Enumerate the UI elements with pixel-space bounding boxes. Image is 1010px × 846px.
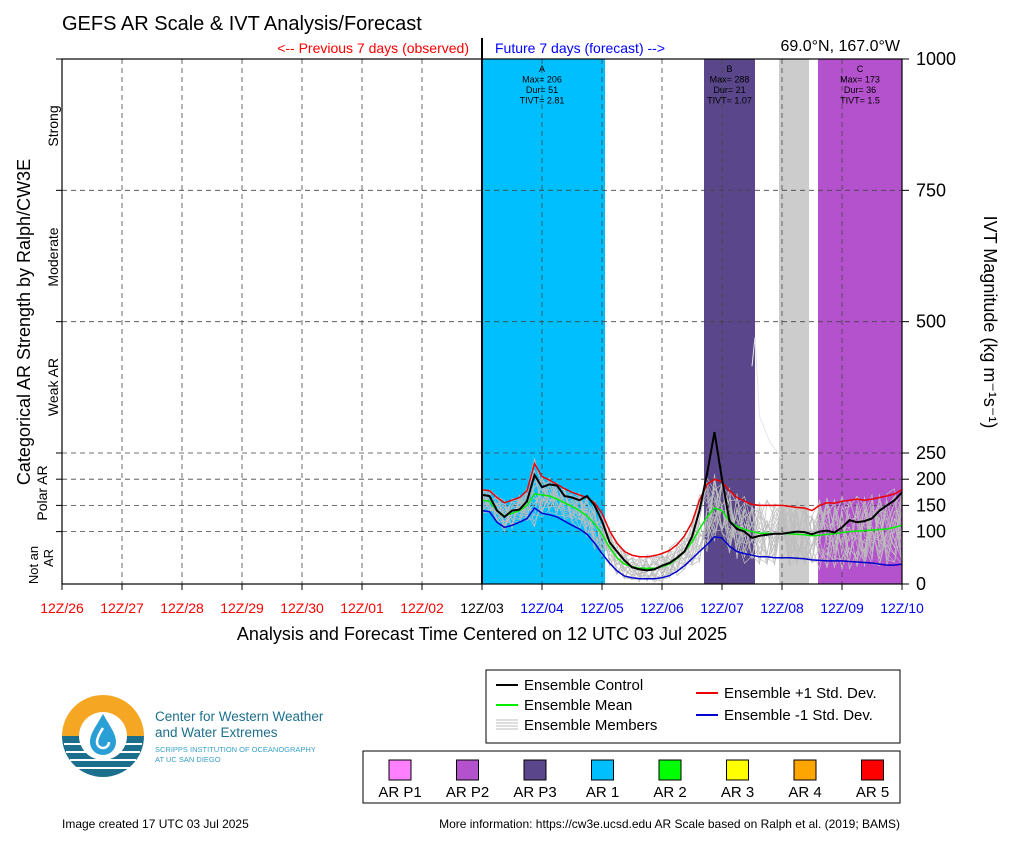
logo-line-2: and Water Extremes xyxy=(155,725,278,740)
legend-plus-std-label: Ensemble +1 Std. Dev. xyxy=(724,685,877,702)
scale-label: AR 5 xyxy=(856,784,889,801)
category-label: Weak AR xyxy=(45,358,61,416)
legend-minus-std-label: Ensemble -1 Std. Dev. xyxy=(724,707,873,724)
ar-event-tivt: TIVT= 1.5 xyxy=(840,96,880,106)
x-tick-label: 12Z/08 xyxy=(760,600,804,616)
x-tick-label: 12Z/02 xyxy=(400,600,444,616)
grid-lines xyxy=(62,59,902,584)
legend-control-label: Ensemble Control xyxy=(524,677,643,694)
scale-label: AR 1 xyxy=(586,784,619,801)
ar-event-id: A xyxy=(539,64,545,74)
scale-label: AR P3 xyxy=(513,784,556,801)
chart-title: GEFS AR Scale & IVT Analysis/Forecast xyxy=(62,13,422,35)
ensemble-member-line xyxy=(481,484,903,580)
x-tick-label: 12Z/09 xyxy=(820,600,864,616)
category-not-an-ar: AR xyxy=(41,549,56,567)
ensemble-member-line xyxy=(481,469,903,581)
scale-label: AR P2 xyxy=(446,784,489,801)
legend-members-swatch xyxy=(496,719,518,730)
scale-label: AR 2 xyxy=(653,784,686,801)
ar-event-tivt: TIVT= 2.81 xyxy=(520,96,565,106)
y-tick-label: 1000 xyxy=(916,49,956,69)
ar-event-duration: Dur= 36 xyxy=(844,85,876,95)
ar-event-id: C xyxy=(857,64,864,74)
category-label: Moderate xyxy=(45,227,61,286)
x-axis-title: Analysis and Forecast Time Centered on 1… xyxy=(237,624,727,644)
logo-line-1: Center for Western Weather xyxy=(155,709,324,724)
line-legend: Ensemble Control Ensemble Mean Ensemble … xyxy=(485,669,901,744)
scale-swatch-ar-2 xyxy=(658,759,682,781)
scale-swatch-ar-4 xyxy=(793,759,817,781)
ar-event-max: Max= 288 xyxy=(710,75,750,85)
x-tick-label: 12Z/07 xyxy=(700,600,744,616)
category-label: Strong xyxy=(45,105,61,146)
cw3e-logo: Center for Western Weather and Water Ext… xyxy=(62,695,324,777)
scale-swatch-ar-5 xyxy=(861,759,884,781)
x-tick-label: 12Z/30 xyxy=(280,600,324,616)
series-ensemble-1-std-dev- xyxy=(481,461,903,558)
x-tick-label: 12Z/27 xyxy=(100,600,144,616)
scale-swatch-ar-3 xyxy=(726,759,749,781)
ar-event-duration: Dur= 51 xyxy=(526,85,558,95)
scale-label: AR 4 xyxy=(788,784,821,801)
category-label: Polar AR xyxy=(34,465,50,520)
ar-event-duration: Dur= 21 xyxy=(713,85,745,95)
ar-event-max: Max= 173 xyxy=(840,75,880,85)
more-info-note: More information: https://cw3e.ucsd.edu … xyxy=(439,817,900,831)
x-tick-label: 12Z/04 xyxy=(520,600,564,616)
x-tick-label: 12Z/28 xyxy=(160,600,204,616)
y-tick-label: 100 xyxy=(916,522,946,542)
x-tick-label: 12Z/06 xyxy=(640,600,684,616)
previous-days-label: <-- Previous 7 days (observed) xyxy=(277,40,469,56)
y-tick-label: 150 xyxy=(916,495,946,515)
ensemble-member-line xyxy=(481,476,903,575)
x-tick-label: 12Z/29 xyxy=(220,600,264,616)
y-tick-label: 500 xyxy=(916,312,946,332)
image-created-note: Image created 17 UTC 03 Jul 2025 xyxy=(62,817,249,831)
axes: 12Z/26 12Z/27 12Z/28 12Z/29 12Z/30 12Z/01 12Z/… xyxy=(26,38,956,616)
left-axis-title: Categorical AR Strength by Ralph/CW3E xyxy=(14,159,34,485)
x-tick-label: 12Z/05 xyxy=(580,600,624,616)
scale-swatch-ar-p1 xyxy=(388,759,412,781)
y-tick-label: 200 xyxy=(916,469,946,489)
scale-label: AR 3 xyxy=(721,784,754,801)
legend-members-label: Ensemble Members xyxy=(524,717,657,734)
series-ensemble-control xyxy=(481,431,903,572)
location-label: 69.0°N, 167.0°W xyxy=(780,38,900,55)
x-tick-label: 12Z/10 xyxy=(880,600,924,616)
y-tick-label: 0 xyxy=(916,574,926,594)
ar-event-max: Max= 206 xyxy=(522,75,562,85)
ar-event-tivt: TIVT= 1.07 xyxy=(707,96,752,106)
ensemble-member-line xyxy=(481,480,903,583)
x-tick-label: 12Z/01 xyxy=(340,600,384,616)
scale-label: AR P1 xyxy=(378,784,421,801)
y-tick-label: 750 xyxy=(916,180,946,200)
ensemble-member-line xyxy=(481,458,903,578)
legend-mean-label: Ensemble Mean xyxy=(524,697,632,714)
right-axis-title: IVT Magnitude (kg m⁻¹s⁻¹) xyxy=(980,216,1000,429)
x-tick-label: 12Z/03 xyxy=(460,600,504,616)
logo-line-3: SCRIPPS INSTITUTION OF OCEANOGRAPHY xyxy=(155,745,316,754)
ar-event-id: B xyxy=(726,64,732,74)
scale-swatch-ar-1 xyxy=(591,759,614,781)
ensemble-member-line xyxy=(751,337,783,459)
y-tick-label: 250 xyxy=(916,443,946,463)
series-ensemble-mean xyxy=(481,493,903,570)
ar-scale-legend: AR P1 AR P2 AR P3 AR 1 AR 2 AR 3 AR 4 AR 5 xyxy=(362,750,901,804)
logo-line-4: AT UC SAN DIEGO xyxy=(155,755,221,764)
category-not-an-ar: Not an xyxy=(26,546,41,584)
scale-swatch-ar-p2 xyxy=(456,759,479,781)
ensemble-series xyxy=(481,431,903,580)
series-ensemble-1-std-dev- xyxy=(481,506,903,580)
x-tick-label: 12Z/26 xyxy=(40,600,84,616)
future-days-label: Future 7 days (forecast) --> xyxy=(495,40,665,56)
scale-swatch-ar-p3 xyxy=(523,759,547,781)
